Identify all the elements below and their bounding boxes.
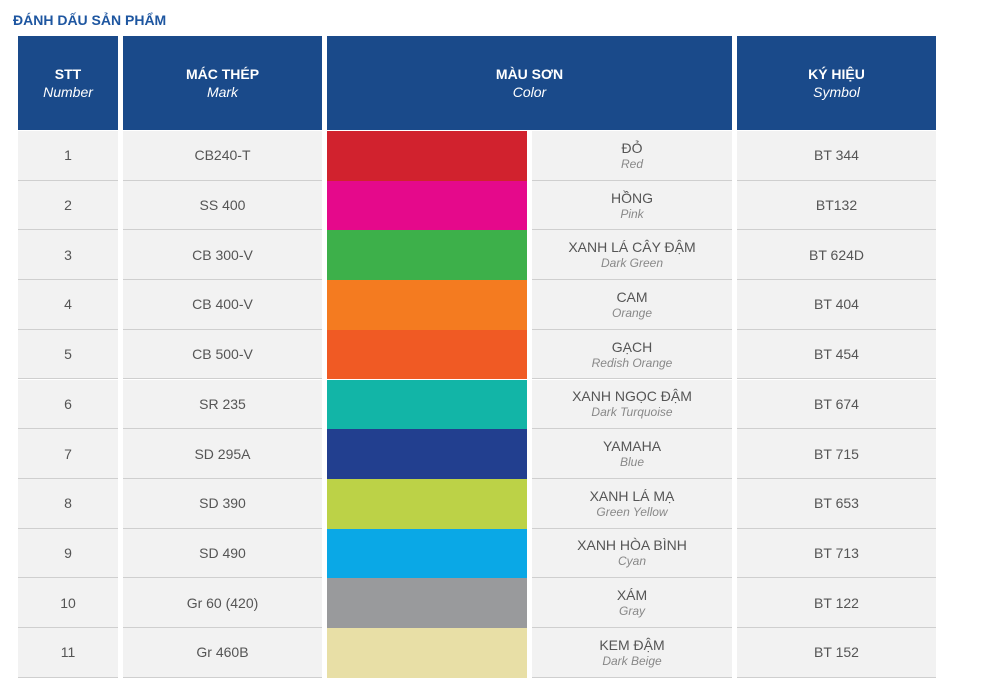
color-name: KEM ĐẬM	[599, 636, 665, 653]
row-number: 8	[18, 478, 118, 529]
row-number: 11	[18, 628, 118, 678]
header-title: STT	[54, 66, 82, 82]
symbol: BT 653	[737, 478, 936, 529]
color-swatch	[327, 230, 527, 281]
header-subtitle: Color	[512, 84, 547, 100]
color-name-en: Gray	[618, 604, 645, 619]
color-name-cell: HỒNG Pink	[532, 180, 732, 231]
color-name-en: Orange	[611, 305, 653, 320]
symbol: BT 674	[737, 379, 936, 430]
header-cell: MÀU SƠN Color	[327, 36, 732, 130]
header-title: MÁC THÉP	[185, 66, 260, 82]
steel-mark: CB240-T	[123, 131, 322, 181]
symbol: BT 404	[737, 280, 936, 330]
color-swatch	[327, 478, 527, 529]
color-swatch	[327, 528, 527, 579]
symbol: BT132	[737, 180, 936, 231]
row-number: 7	[18, 429, 118, 479]
color-name: GẠCH	[611, 338, 653, 355]
steel-mark: SS 400	[123, 180, 322, 231]
header-subtitle: Mark	[206, 84, 239, 100]
color-swatch	[327, 429, 527, 479]
header-cell: STT Number	[18, 36, 118, 130]
steel-mark: Gr 460B	[123, 628, 322, 678]
color-name-cell: YAMAHA Blue	[532, 429, 732, 479]
color-name: HỒNG	[611, 189, 653, 206]
steel-mark: SD 295A	[123, 429, 322, 479]
header-cell: KÝ HIỆU Symbol	[737, 36, 936, 130]
symbol: BT 713	[737, 528, 936, 579]
color-name-cell: XANH LÁ CÂY ĐẬM Dark Green	[532, 230, 732, 281]
symbol: BT 344	[737, 131, 936, 181]
color-name: XANH HÒA BÌNH	[577, 537, 687, 554]
color-name-en: Pink	[620, 206, 644, 221]
row-number: 9	[18, 528, 118, 579]
row-number: 4	[18, 280, 118, 330]
color-name-en: Dark Turquoise	[591, 405, 673, 420]
symbol: BT 122	[737, 578, 936, 628]
color-name: CAM	[616, 288, 648, 305]
color-swatch	[327, 280, 527, 330]
symbol: BT 454	[737, 329, 936, 380]
color-name-cell: XANH HÒA BÌNH Cyan	[532, 528, 732, 579]
row-number: 3	[18, 230, 118, 281]
color-name-en: Red	[620, 156, 643, 171]
color-name: XANH LÁ CÂY ĐẬM	[568, 239, 696, 256]
steel-mark: SD 390	[123, 478, 322, 529]
color-name: XANH LÁ MẠ	[589, 487, 675, 504]
header-subtitle: Symbol	[813, 84, 860, 100]
color-name-cell: XANH NGỌC ĐẬM Dark Turquoise	[532, 379, 732, 430]
row-number: 2	[18, 180, 118, 231]
symbol: BT 715	[737, 429, 936, 479]
color-name-cell: CAM Orange	[532, 280, 732, 330]
color-name: XANH NGỌC ĐẬM	[572, 388, 692, 405]
row-number: 6	[18, 379, 118, 430]
color-name-en: Dark Green	[600, 256, 664, 271]
color-swatch	[327, 628, 527, 678]
color-name-en: Blue	[619, 455, 645, 470]
row-number: 1	[18, 131, 118, 181]
row-number: 5	[18, 329, 118, 380]
row-number: 10	[18, 578, 118, 628]
color-name-cell: XANH LÁ MẠ Green Yellow	[532, 478, 732, 529]
steel-mark: Gr 60 (420)	[123, 578, 322, 628]
color-name-en: Cyan	[617, 554, 646, 569]
color-swatch	[327, 180, 527, 231]
steel-mark: SD 490	[123, 528, 322, 579]
color-swatch	[327, 379, 527, 430]
header-title: MÀU SƠN	[495, 66, 564, 82]
color-name-cell: XÁM Gray	[532, 578, 732, 628]
color-name-cell: ĐỎ Red	[532, 131, 732, 181]
color-swatch	[327, 578, 527, 628]
color-name-en: Dark Beige	[602, 653, 662, 668]
steel-mark: CB 500-V	[123, 329, 322, 380]
symbol: BT 152	[737, 628, 936, 678]
steel-mark: CB 400-V	[123, 280, 322, 330]
symbol: BT 624D	[737, 230, 936, 281]
header-title: KÝ HIỆU	[808, 66, 865, 82]
page-title: ĐÁNH DẤU SẢN PHẨM	[13, 12, 167, 28]
color-name-cell: GẠCH Redish Orange	[532, 329, 732, 380]
color-name: XÁM	[616, 587, 648, 604]
color-name: ĐỎ	[621, 139, 643, 156]
color-swatch	[327, 329, 527, 380]
steel-mark: CB 300-V	[123, 230, 322, 281]
color-name-cell: KEM ĐẬM Dark Beige	[532, 628, 732, 678]
header-subtitle: Number	[43, 84, 93, 100]
color-swatch	[327, 131, 527, 181]
header-cell: MÁC THÉP Mark	[123, 36, 322, 130]
color-name-en: Redish Orange	[591, 355, 673, 370]
steel-mark: SR 235	[123, 379, 322, 430]
color-name-en: Green Yellow	[596, 504, 668, 519]
color-name: YAMAHA	[602, 438, 662, 455]
